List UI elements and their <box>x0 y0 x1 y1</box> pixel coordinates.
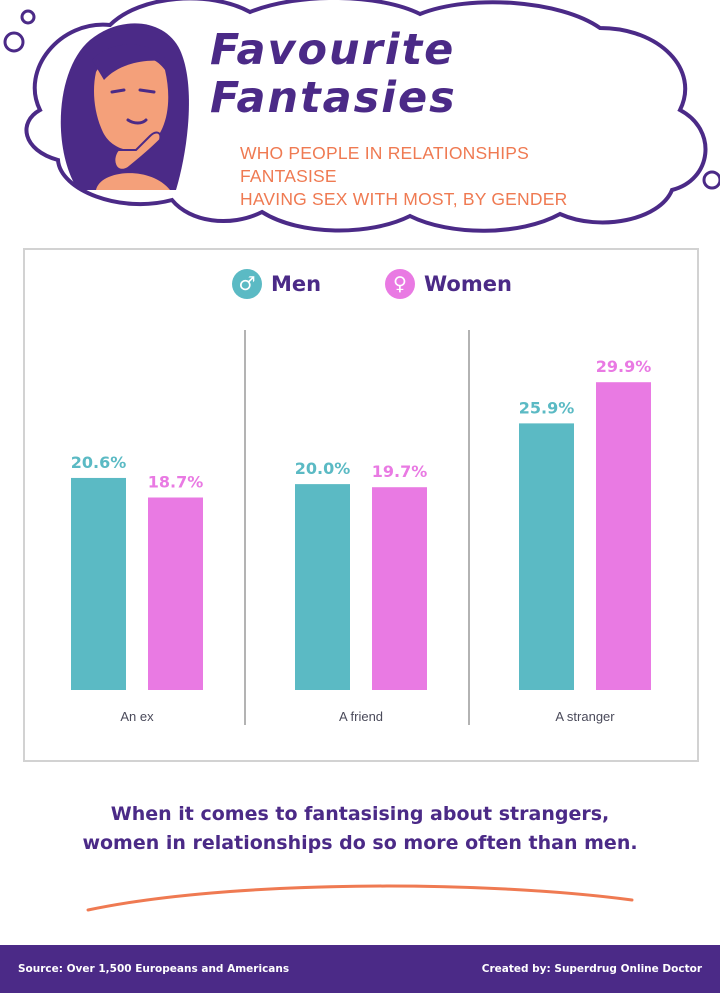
category-label: A friend <box>339 709 383 724</box>
takeaway-line-1: When it comes to fantasising about stran… <box>110 803 610 825</box>
bar-men <box>295 484 350 690</box>
woman-illustration <box>60 23 189 191</box>
category-label: An ex <box>120 709 154 724</box>
chart-title: Favourite Fantasies <box>210 26 590 122</box>
category-label: A stranger <box>555 709 615 724</box>
data-label-men: 25.9% <box>519 398 575 417</box>
thought-cloud <box>24 0 708 233</box>
bar-chart: 20.6% 18.7% An ex 20.0% 19.7% A friend 25.9% 29… <box>71 330 652 725</box>
chart-subtitle: WHO PEOPLE IN RELATIONSHIPS FANTASISE HA… <box>240 142 620 211</box>
bar-men <box>519 423 574 690</box>
subtitle-line-2: HAVING SEX WITH MOST, BY GENDER <box>240 189 568 209</box>
bar-women <box>596 382 651 690</box>
title-line-2: Fantasies <box>210 73 457 123</box>
thought-bubble-medium <box>20 9 36 25</box>
subtitle-line-1: WHO PEOPLE IN RELATIONSHIPS FANTASISE <box>240 143 530 186</box>
thought-bubble-right <box>702 170 720 190</box>
header-illustration <box>3 0 720 233</box>
data-label-women: 19.7% <box>372 462 428 481</box>
legend-item-men: ♂ Men <box>232 269 321 299</box>
source-note: Source: Over 1,500 Europeans and America… <box>18 963 290 975</box>
takeaway-text: When it comes to fantasising about stran… <box>40 800 680 858</box>
footer-bar: Source: Over 1,500 Europeans and America… <box>0 945 720 993</box>
legend: ♂ Men ♀ Women <box>25 269 697 305</box>
legend-label-women: Women <box>424 272 512 296</box>
data-label-men: 20.0% <box>295 459 351 478</box>
thought-bubble-small <box>3 31 25 53</box>
title-line-1: Favourite <box>210 25 456 75</box>
takeaway-line-2: women in relationships do so more often … <box>82 832 638 854</box>
data-label-women: 18.7% <box>148 473 204 492</box>
male-symbol-icon: ♂ <box>232 269 262 299</box>
bar-women <box>148 497 203 690</box>
legend-label-men: Men <box>271 272 322 296</box>
bar-men <box>71 477 126 690</box>
data-label-men: 20.6% <box>71 453 127 472</box>
female-symbol-icon: ♀ <box>385 269 415 299</box>
decorative-swoosh <box>86 884 634 912</box>
bar-women <box>372 487 427 690</box>
chart-panel: ♂ Men ♀ Women 20.6% 18.7% An ex 20.0% 19.7% A… <box>23 248 699 762</box>
data-label-women: 29.9% <box>596 357 652 376</box>
credit-note: Created by: Superdrug Online Doctor <box>481 963 702 975</box>
legend-item-women: ♀ Women <box>385 269 512 299</box>
